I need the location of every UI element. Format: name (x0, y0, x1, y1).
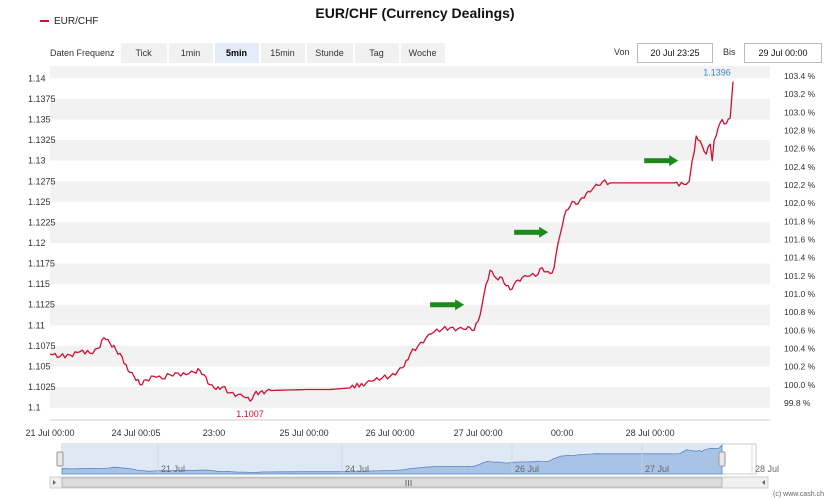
x-axis-tick-label: 21 Jul 00:00 (25, 428, 74, 438)
y2-axis-tick-label: 100.0 % (784, 380, 816, 390)
scrollbar-thumb (61, 477, 723, 488)
y-axis-tick-label: 1.1225 (28, 217, 56, 227)
y2-axis-tick-label: 103.2 % (784, 89, 816, 99)
y2-axis-tick-label: 102.6 % (784, 144, 816, 154)
y-axis-tick-label: 1.115 (28, 279, 50, 289)
y2-axis-tick-label: 102.0 % (784, 198, 816, 208)
frequency-toolbar: Daten Frequenz Tick 1min 5min 15min Stun… (46, 43, 447, 63)
navigator-handle-left[interactable] (56, 451, 64, 467)
scroll-left-arrow-icon (53, 480, 56, 485)
x-axis-tick-label: 28 Jul 00:00 (626, 428, 675, 438)
data-label-high: 1.1396 (703, 68, 731, 78)
freq-button-5min[interactable]: 5min (214, 43, 259, 63)
x-axis-tick-label: 25 Jul 00:00 (280, 428, 329, 438)
scroll-right-arrow-icon (762, 480, 765, 485)
green-arrow-icon (514, 226, 549, 238)
green-arrow-icon (644, 155, 679, 167)
x-axis-tick-label: 26 Jul 00:00 (366, 428, 415, 438)
legend-label: EUR/CHF (54, 16, 99, 27)
y2-axis-tick-label: 102.8 % (784, 126, 816, 136)
y-axis-tick-label: 1.14 (28, 73, 46, 83)
freq-button-1min[interactable]: 1min (168, 43, 213, 63)
y-axis-tick-label: 1.1275 (28, 176, 56, 186)
y-axis-tick-label: 1.11 (28, 320, 45, 330)
green-arrow-icon (430, 299, 465, 311)
y2-axis-tick-label: 101.2 % (784, 271, 816, 281)
range-to-input[interactable]: 29 Jul 00:00 (744, 43, 822, 63)
grid-band (50, 263, 770, 285)
y-axis-tick-label: 1.13 (28, 156, 46, 166)
grid-band (50, 304, 770, 326)
freq-button-tick[interactable]: Tick (120, 43, 167, 63)
navigator-tick-label: 27 Jul (645, 464, 669, 474)
y-axis-tick-label: 1.1025 (28, 382, 56, 392)
chart-title: EUR/CHF (Currency Dealings) (315, 5, 515, 21)
y2-axis-tick-label: 100.4 % (784, 344, 816, 354)
y-axis-tick-label: 1.1125 (28, 300, 55, 310)
navigator: 21 Jul 24 Jul 26 Jul 27 Jul 28 Jul (49, 443, 779, 489)
grid-band (50, 222, 770, 243)
y2-axis-tick-label: 100.2 % (784, 362, 816, 372)
navigator-tick-label: 26 Jul (515, 464, 539, 474)
navigator-area (61, 443, 723, 475)
y-axis-tick-label: 1.1375 (28, 94, 56, 104)
y-axis-tick-label: 1.1 (28, 403, 41, 413)
y-axis-tick-label: 1.12 (28, 238, 46, 248)
legend-item[interactable]: EUR/CHF (40, 16, 98, 27)
y-axis-tick-label: 1.1175 (28, 259, 55, 269)
y2-axis-tick-label: 100.6 % (784, 325, 816, 335)
y2-axis-tick-label: 101.4 % (784, 253, 816, 263)
navigator-tick-label: 21 Jul (161, 464, 185, 474)
y-axis-tick-label: 1.135 (28, 115, 51, 125)
legend-swatch (40, 20, 49, 23)
range-from-input[interactable]: 20 Jul 23:25 (637, 43, 713, 63)
x-axis-tick-label: 27 Jul 00:00 (454, 428, 503, 438)
freq-button-woche[interactable]: Woche (400, 43, 445, 63)
y2-axis-tick-label: 102.2 % (784, 180, 816, 190)
y-axis-tick-label: 1.105 (28, 361, 51, 371)
freq-button-15min[interactable]: 15min (260, 43, 305, 63)
y2-axis-tick-label: 99.8 % (784, 398, 811, 408)
navigator-tick-label: 24 Jul (345, 464, 369, 474)
grid-band (50, 66, 770, 79)
range-from-label: Von (614, 47, 630, 57)
grid-band (50, 98, 770, 120)
x-axis-tick-label: 23:00 (203, 428, 226, 438)
y2-axis-tick-label: 102.4 % (784, 162, 816, 172)
x-axis-tick-label: 24 Jul 00:05 (112, 428, 161, 438)
data-label-low: 1.1007 (236, 409, 264, 419)
grip-lines-icon (405, 480, 412, 486)
grid-band (50, 387, 770, 408)
navigator-tick-label: 28 Jul (755, 464, 779, 474)
freq-button-tag[interactable]: Tag (354, 43, 399, 63)
y2-axis-tick-label: 103.4 % (784, 71, 816, 81)
freq-button-stunde[interactable]: Stunde (306, 43, 353, 63)
y2-axis-tick-label: 101.0 % (784, 289, 816, 299)
series-line-eurchf (49, 81, 734, 402)
grid-band (50, 181, 770, 202)
grid-band (50, 140, 770, 161)
frequency-label: Daten Frequenz (50, 48, 115, 58)
y-axis-tick-label: 1.125 (28, 197, 51, 207)
y2-axis-tick-label: 101.8 % (784, 216, 816, 226)
y2-axis-tick-label: 100.8 % (784, 307, 816, 317)
navigator-handle-right[interactable] (718, 451, 726, 467)
y-axis-tick-label: 1.1325 (28, 135, 56, 145)
navigator-scrollbar[interactable] (49, 476, 769, 489)
x-axis-tick-label: 00:00 (551, 428, 574, 438)
range-to-label: Bis (723, 47, 736, 57)
y-axis-tick-label: 1.1075 (28, 341, 56, 351)
y2-axis-tick-label: 103.0 % (784, 107, 816, 117)
source-credit: (c) www.cash.ch (773, 491, 824, 498)
y2-axis-tick-label: 101.6 % (784, 235, 816, 245)
